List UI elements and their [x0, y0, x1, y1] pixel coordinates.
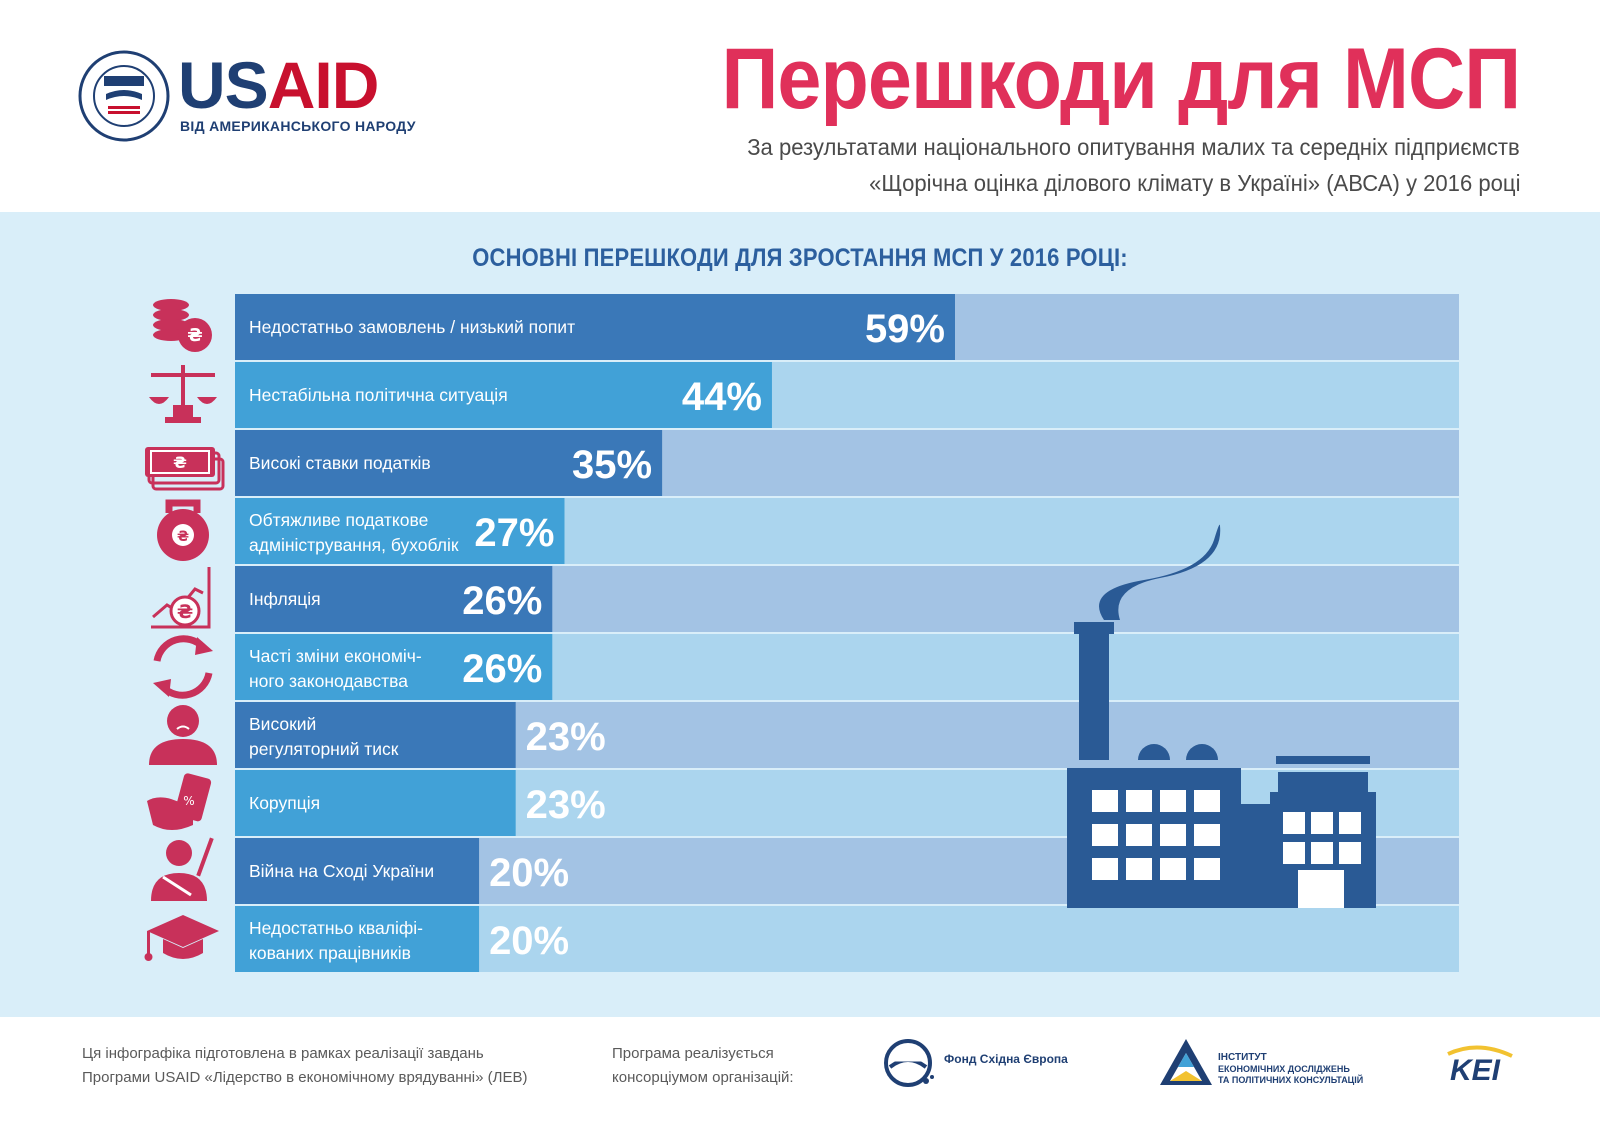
bar-value-label: 59% — [865, 307, 945, 351]
usaid-wordmark: USAID — [178, 48, 379, 122]
bar-value-label: 20% — [489, 919, 569, 963]
bar-value-label: 26% — [462, 647, 542, 691]
bar-category-label: Інфляція — [249, 589, 321, 609]
bar-category-label: Високий регуляторний тиск — [249, 714, 399, 759]
graduation-cap-icon — [144, 915, 219, 961]
footer-note-line-2: Програми USAID «Лідерство в економічному… — [82, 1069, 528, 1086]
ier-name-line-2: ЕКОНОМІЧНИХ ДОСЛІДЖЕНЬ — [1218, 1064, 1350, 1074]
factory-windows — [1092, 790, 1361, 880]
svg-text:₴: ₴ — [173, 453, 187, 472]
bar-category-label: Недостатньо кваліфі-кованих працівників — [249, 918, 423, 963]
bar-category-label: Нестабільна політична ситуація — [249, 385, 508, 405]
bar-value-label: 20% — [489, 851, 569, 895]
inflation-chart-icon: ₴ — [151, 567, 211, 629]
footer-note-line-1: Ця інфографіка підготовлена в рамках реа… — [82, 1045, 484, 1062]
bar-value-label: 44% — [682, 375, 762, 419]
bar — [235, 294, 955, 360]
east-europe-foundation-name: Фонд Східна Європа — [944, 1052, 1068, 1066]
ier-name-line-3: ТА ПОЛІТИЧНИХ КОНСУЛЬТАЦІЙ — [1218, 1075, 1364, 1085]
usaid-tagline: ВІД АМЕРИКАНСЬКОГО НАРОДУ — [180, 118, 416, 134]
header — [0, 0, 1600, 212]
bar — [235, 838, 480, 904]
consortium-note-line-1: Програма реалізується — [612, 1045, 774, 1062]
soldier-icon — [151, 837, 214, 901]
factory-door — [1298, 870, 1344, 908]
svg-text:₴: ₴ — [187, 325, 202, 346]
bar-value-label: 23% — [526, 783, 606, 827]
svg-text:₴: ₴ — [177, 529, 189, 545]
bar-value-label: 26% — [462, 579, 542, 623]
ier-logo — [1160, 1039, 1212, 1085]
svg-text:%: % — [183, 794, 194, 808]
usaid-seal-logo — [78, 50, 170, 142]
kei-logo: KEI — [1447, 1045, 1513, 1086]
sad-person-icon — [149, 705, 217, 765]
east-europe-foundation-logo — [884, 1039, 934, 1087]
bar-category-label: Війна на Сході України — [249, 861, 434, 881]
bar — [235, 430, 663, 496]
bar-value-label: 27% — [474, 511, 554, 555]
cycle-arrows-icon — [153, 635, 213, 699]
bar-category-label: Обтяжливе податкове адміністрування, бухо… — [249, 510, 459, 555]
scales-icon — [149, 365, 217, 423]
page-title: Перешкоди для МСП — [721, 31, 1521, 127]
kei-logo-text: KEI — [1450, 1054, 1501, 1086]
banknotes-icon: ₴ — [145, 447, 225, 491]
bar — [235, 702, 516, 768]
bar — [235, 770, 516, 836]
bar — [235, 362, 772, 428]
bar-value-label: 23% — [526, 715, 606, 759]
bar-value-label: 35% — [572, 443, 652, 487]
bar — [235, 498, 565, 564]
ier-name-line-1: ІНСТИТУТ — [1218, 1052, 1267, 1063]
svg-text:₴: ₴ — [177, 601, 193, 623]
subtitle-line-2: «Щорічна оцінка ділового клімату в Украї… — [868, 170, 1520, 196]
bar-category-label: Корупція — [249, 793, 320, 813]
bar-category-label: Високі ставки податків — [249, 453, 431, 473]
bar — [235, 906, 480, 972]
bar-category-label: Недостатньо замовлень / низький попит — [249, 317, 575, 337]
bar — [235, 566, 553, 632]
subtitle-line-1: За результатами національного опитування… — [747, 134, 1520, 160]
kettlebell-icon: ₴ — [157, 499, 209, 561]
chart-title: ОСНОВНІ ПЕРЕШКОДИ ДЛЯ ЗРОСТАННЯ МСП У 20… — [472, 244, 1128, 272]
bar — [235, 634, 553, 700]
coins-icon: ₴ — [153, 299, 212, 352]
bribe-hand-icon: % — [147, 773, 212, 830]
bar-category-label: Часті зміни економіч-ного законодавства — [249, 646, 422, 691]
consortium-note-line-2: консорціумом організацій: — [612, 1069, 794, 1086]
